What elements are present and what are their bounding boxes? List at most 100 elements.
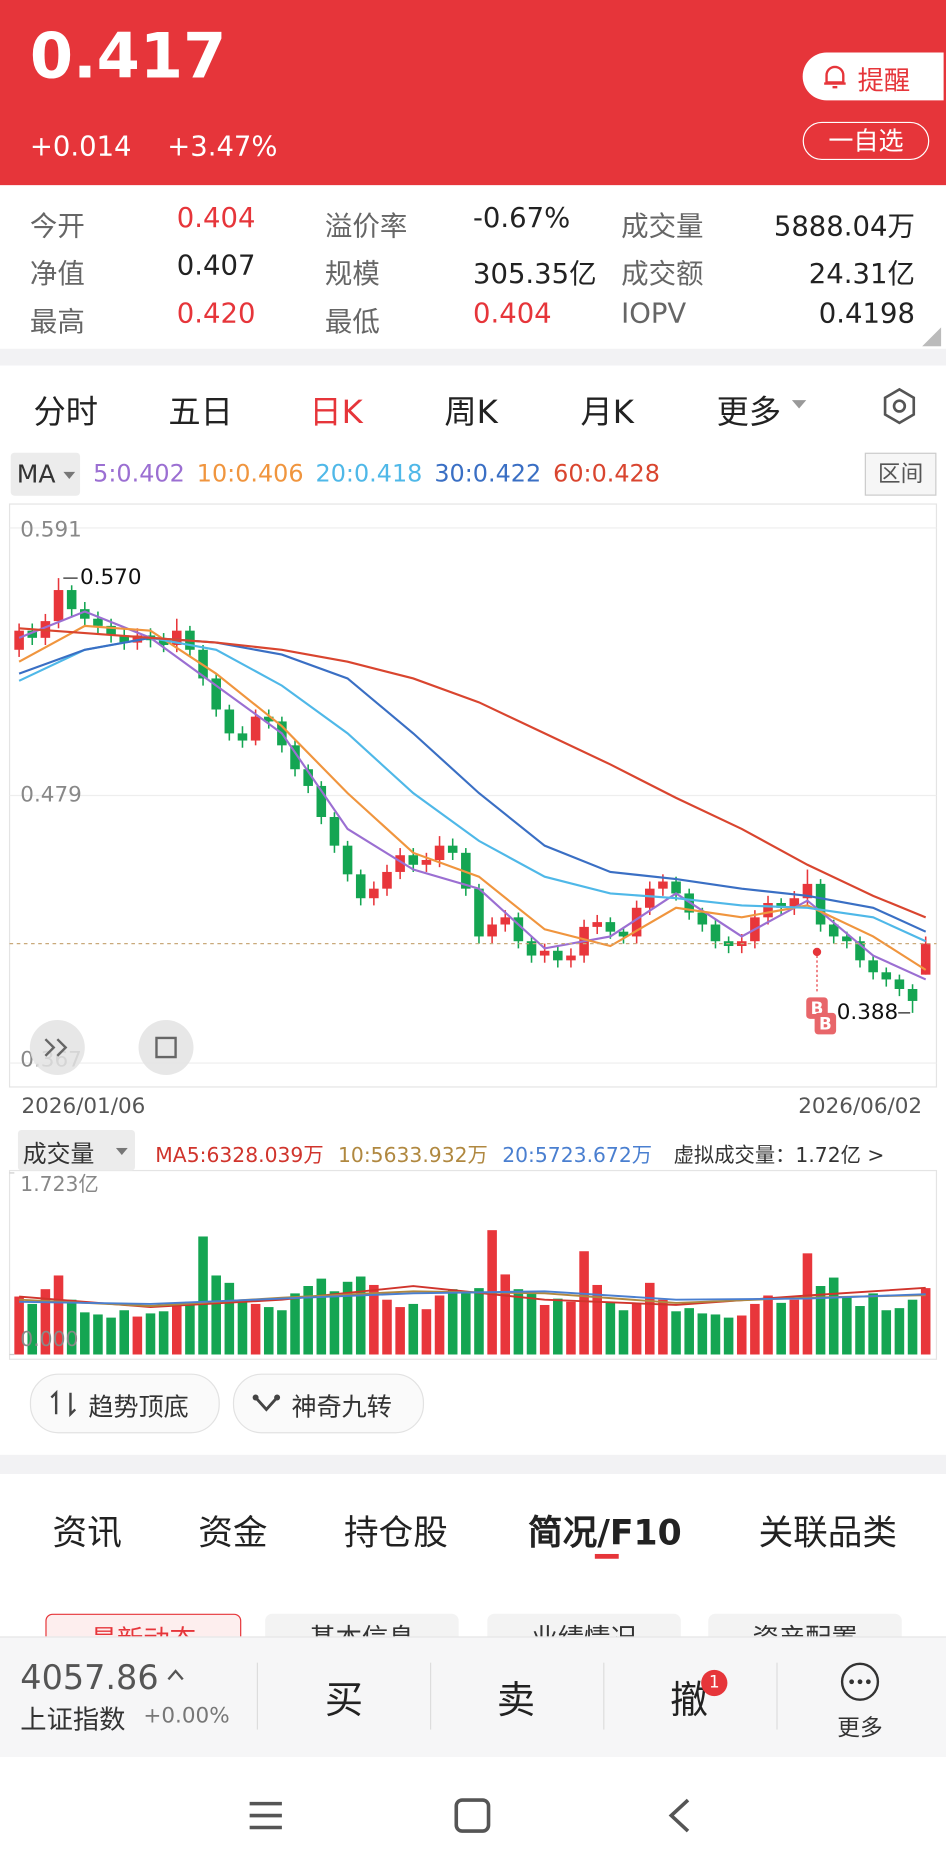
- volume-bar: [763, 1295, 773, 1355]
- volume-bar: [513, 1289, 524, 1355]
- tool-button[interactable]: 神奇九转: [232, 1373, 425, 1434]
- alert-button[interactable]: 提醒: [802, 52, 944, 101]
- volume-legend-item: MA5:6328.039万: [155, 1144, 324, 1169]
- more-icon[interactable]: [838, 1660, 881, 1703]
- volume-bar: [789, 1299, 800, 1355]
- badge: 1: [701, 1669, 728, 1697]
- tab-indicator: [594, 1553, 619, 1559]
- action-button[interactable]: 更多: [837, 1715, 883, 1742]
- volume-bar: [434, 1295, 445, 1355]
- stat-label: 成交量: [621, 211, 704, 243]
- volume-bar: [894, 1308, 905, 1355]
- tool-button[interactable]: 趋势顶底: [29, 1373, 220, 1434]
- period-tab[interactable]: 分时: [33, 394, 98, 432]
- volume-bar: [106, 1317, 116, 1355]
- expand-icon[interactable]: [166, 1667, 185, 1681]
- volume-legend-item: 20:5723.672万: [502, 1144, 653, 1169]
- section-tab[interactable]: 关联品类: [758, 1512, 898, 1553]
- dropdown-icon: [63, 471, 76, 479]
- volume-bar: [474, 1288, 484, 1355]
- candle-body: [592, 922, 602, 927]
- volume-bar: [224, 1282, 235, 1355]
- trade-marker-label: B: [811, 998, 824, 1018]
- candle-body: [526, 941, 537, 956]
- volume-bar: [211, 1275, 221, 1355]
- chart-control[interactable]: [138, 1020, 194, 1075]
- volume-bar: [671, 1311, 681, 1355]
- volume-bar: [750, 1303, 760, 1355]
- high-annotation: 0.570: [80, 565, 142, 590]
- candle-body: [434, 845, 445, 860]
- candle-body: [250, 716, 261, 741]
- section-tab[interactable]: 资讯: [52, 1512, 122, 1553]
- volume-bar: [303, 1286, 313, 1355]
- volume-bar: [171, 1304, 182, 1355]
- chart-control[interactable]: [29, 1020, 85, 1075]
- virtual-volume[interactable]: 虚拟成交量：1.72亿 >: [673, 1144, 885, 1169]
- candle-body: [802, 883, 813, 899]
- period-tab[interactable]: 日K: [309, 394, 363, 432]
- system-nav: [249, 1798, 690, 1833]
- separator: [0, 1454, 946, 1474]
- candle-body: [539, 950, 550, 956]
- candle-body: [815, 883, 826, 925]
- watchlist-button[interactable]: 一自选: [802, 121, 930, 161]
- volume-bar: [605, 1302, 616, 1355]
- stat-value: 24.31亿: [808, 259, 915, 291]
- volume-bar: [907, 1299, 918, 1355]
- period-tab[interactable]: 更多: [716, 394, 782, 432]
- candle-body: [369, 888, 379, 899]
- volume-bar: [684, 1308, 694, 1355]
- volume-bar: [881, 1310, 892, 1355]
- candle-body: [513, 917, 524, 942]
- indicator-select[interactable]: MA: [10, 452, 81, 496]
- expand-icon: [44, 1038, 68, 1057]
- volume-bar: [145, 1313, 156, 1355]
- volume-label: 成交量: [22, 1139, 95, 1169]
- section-tab[interactable]: 持仓股: [343, 1512, 448, 1553]
- settings-icon[interactable]: [879, 386, 920, 427]
- volume-bar: [802, 1253, 813, 1355]
- volume-bar: [80, 1312, 90, 1355]
- stat-label: 规模: [324, 259, 380, 291]
- dropdown-icon: [791, 400, 807, 409]
- back-button[interactable]: [668, 1798, 690, 1833]
- ma-line: [18, 624, 927, 971]
- index-value: 4057.86: [20, 1657, 159, 1698]
- separator: [0, 348, 946, 366]
- candle-body: [644, 888, 655, 908]
- volume-bar: [119, 1310, 129, 1355]
- volume-bar: [631, 1303, 642, 1355]
- ma-legend-item: 20:0.418: [315, 458, 423, 488]
- dropdown-icon: [115, 1147, 128, 1156]
- volume-bar: [592, 1284, 602, 1355]
- tool-label: 趋势顶底: [88, 1392, 189, 1422]
- candle-body: [395, 855, 405, 872]
- action-button[interactable]: 买: [324, 1676, 364, 1723]
- candle-body: [316, 785, 327, 817]
- action-button[interactable]: 卖: [496, 1676, 536, 1723]
- candle-body: [842, 936, 852, 942]
- quote-header: [0, 0, 946, 186]
- period-tab[interactable]: 五日: [168, 394, 233, 432]
- candle-body: [631, 907, 642, 937]
- volume-bar: [618, 1310, 629, 1355]
- home-button[interactable]: [454, 1798, 491, 1833]
- menu-button[interactable]: [249, 1801, 282, 1830]
- section-tab[interactable]: 资金: [198, 1512, 268, 1553]
- period-tab[interactable]: 月K: [580, 394, 634, 432]
- volume-bar: [644, 1282, 655, 1355]
- stat-value: 0.4198: [818, 298, 915, 330]
- volume-select[interactable]: 成交量: [17, 1129, 135, 1171]
- corner-mark: [922, 327, 942, 347]
- candle-body: [14, 630, 24, 650]
- volume-bar: [408, 1303, 419, 1355]
- period-tab[interactable]: 周K: [444, 394, 498, 432]
- section-tab[interactable]: 简况/F10: [527, 1512, 682, 1553]
- volume-bar: [447, 1289, 458, 1355]
- range-button[interactable]: 区间: [864, 452, 937, 496]
- candle-body: [920, 943, 931, 975]
- candle-body: [763, 902, 773, 918]
- bell-icon: [824, 65, 846, 89]
- candle-body: [789, 898, 800, 908]
